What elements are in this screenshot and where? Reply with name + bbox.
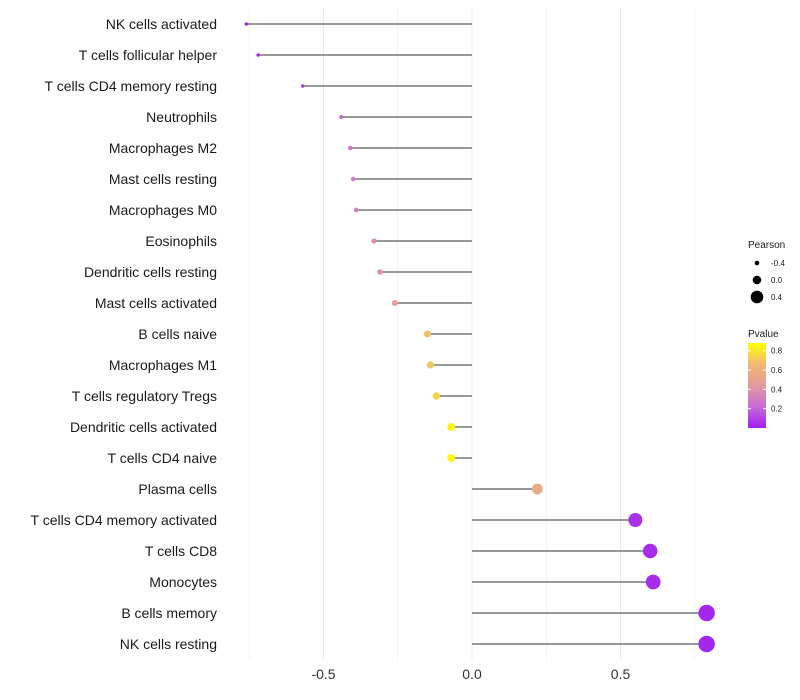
category-label: Plasma cells bbox=[138, 481, 217, 497]
legend-color-label: 0.2 bbox=[771, 405, 783, 414]
category-label: Macrophages M2 bbox=[109, 140, 217, 156]
legend-size-dot bbox=[750, 290, 764, 304]
category-label: Neutrophils bbox=[146, 109, 217, 125]
legend-pearson-title: Pearson bbox=[748, 240, 785, 251]
dot-layer bbox=[244, 22, 715, 653]
category-label: T cells regulatory Tregs bbox=[72, 388, 217, 404]
data-point bbox=[628, 512, 643, 528]
category-label: NK cells resting bbox=[120, 636, 217, 652]
legend-color-label: 0.8 bbox=[771, 347, 783, 356]
data-point bbox=[350, 176, 356, 182]
category-label: Eosinophils bbox=[145, 233, 217, 249]
data-point bbox=[698, 635, 715, 653]
legend-colorbar bbox=[748, 343, 766, 428]
category-label: T cells CD4 memory activated bbox=[31, 512, 217, 528]
legend-size-label: 0.4 bbox=[771, 293, 783, 302]
data-point bbox=[645, 574, 661, 590]
data-point bbox=[531, 483, 543, 495]
data-point bbox=[698, 604, 715, 622]
legend-size-dot bbox=[754, 260, 760, 266]
legend-pearson: Pearson -0.4 0.0 0.4 bbox=[748, 240, 785, 304]
data-point bbox=[353, 207, 359, 213]
data-point bbox=[423, 330, 432, 338]
category-label: B cells naive bbox=[138, 326, 217, 342]
legend-pvalue-title: Pvalue bbox=[748, 329, 779, 340]
legend-pvalue: Pvalue 0.2 0.4 0.6 0.8 bbox=[748, 329, 783, 428]
category-label: Macrophages M1 bbox=[109, 357, 217, 373]
data-point bbox=[300, 84, 305, 88]
legend-color-label: 0.6 bbox=[771, 366, 783, 375]
data-point bbox=[377, 269, 383, 275]
x-tick-label: -0.5 bbox=[311, 666, 335, 682]
category-label: NK cells activated bbox=[106, 16, 217, 32]
data-point bbox=[371, 238, 377, 244]
category-label: T cells CD4 memory resting bbox=[45, 78, 217, 94]
data-point bbox=[432, 392, 441, 400]
data-point bbox=[339, 114, 344, 120]
data-point bbox=[256, 53, 260, 57]
stem-layer bbox=[246, 23, 707, 645]
data-point bbox=[642, 543, 658, 559]
category-label: Mast cells resting bbox=[109, 171, 217, 187]
category-labels: NK cells activated T cells follicular hel… bbox=[31, 16, 218, 652]
data-point bbox=[347, 145, 353, 151]
data-point bbox=[244, 22, 249, 26]
legend-size-label: 0.0 bbox=[771, 276, 783, 285]
data-point bbox=[426, 361, 435, 369]
category-label: Mast cells activated bbox=[95, 295, 217, 311]
x-tick-label: 0.0 bbox=[462, 666, 482, 682]
category-label: Monocytes bbox=[149, 574, 217, 590]
category-label: Macrophages M0 bbox=[109, 202, 217, 218]
category-label: T cells CD4 naive bbox=[108, 450, 218, 466]
category-label: T cells follicular helper bbox=[79, 47, 218, 63]
data-point bbox=[447, 454, 456, 462]
legend-color-label: 0.4 bbox=[771, 385, 783, 394]
x-tick-labels: -0.5 0.0 0.5 bbox=[311, 666, 630, 682]
category-label: T cells CD8 bbox=[145, 543, 217, 559]
data-point bbox=[447, 423, 456, 431]
x-tick-label: 0.5 bbox=[611, 666, 631, 682]
data-point bbox=[391, 300, 398, 306]
legend-size-dot bbox=[752, 275, 762, 285]
category-label: B cells memory bbox=[121, 605, 217, 621]
category-label: Dendritic cells activated bbox=[70, 419, 217, 435]
legend-size-label: -0.4 bbox=[771, 259, 785, 268]
category-label: Dendritic cells resting bbox=[84, 264, 217, 280]
